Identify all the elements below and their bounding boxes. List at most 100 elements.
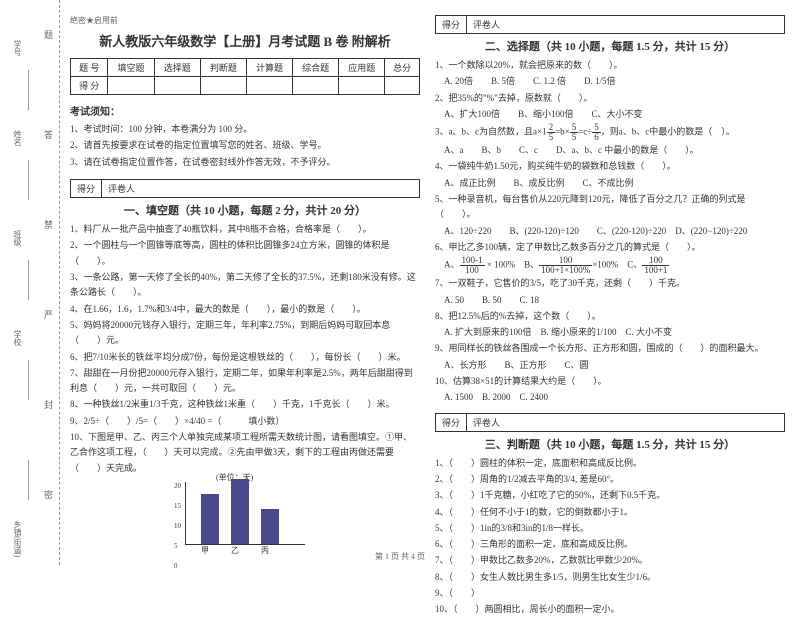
binding-field: 姓名 <box>12 130 23 146</box>
question-item: 7、（ ）甲数比乙数多20%，乙数就比甲数少20%。 <box>435 553 785 568</box>
score-cell <box>154 77 200 95</box>
section-title: 二、选择题（共 10 小题，每题 1.5 分，共计 15 分） <box>435 38 785 54</box>
question-item: A. 1500 B. 2000 C. 2400 <box>435 390 785 405</box>
question-item: 1、（ ）圆柱的体积一定，底面积和高成反比例。 <box>435 456 785 471</box>
ytick: 15 <box>174 502 181 510</box>
questions-block: 1、（ ）圆柱的体积一定，底面积和高成反比例。 2、（ ）周角的1/2减去平角的… <box>435 456 785 619</box>
question-item: 8、（ ）女生人数比男生多1/5，则男生比女生少1/6。 <box>435 570 785 585</box>
table-row: 得 分 <box>71 77 420 95</box>
score-cell <box>108 77 154 95</box>
question-item: A、长方形 B、正方形 C、圆 <box>435 358 785 373</box>
question-item: 10、（ ）两圆相比，周长小的面积一定小。 <box>435 602 785 617</box>
question-item: 6、甲比乙多100辆，定了甲数比乙数多百分之几的算式是（ ）。 <box>435 240 785 255</box>
header-cell: 应用题 <box>339 59 385 77</box>
notice-item: 3、请在试卷指定位置作答，在试卷密封线外作答无效，不予评分。 <box>70 155 420 169</box>
score-label: 得分 <box>436 414 467 431</box>
binding-line <box>28 460 29 500</box>
binding-field: 班级 <box>12 230 23 246</box>
question-item: 5、（ ）1in的3/8和3in的1/8一样长。 <box>435 521 785 536</box>
question-item: 2、把35%的"%"去掉，原数就（ ）。 <box>435 91 785 106</box>
question-item: 8、把12.5%后的%去掉，这个数（ ）。 <box>435 309 785 324</box>
binding-char: 严 <box>42 310 55 319</box>
bar-label: 丙 <box>261 545 269 556</box>
question-item: 4、一袋纯牛奶1.50元，购买纯牛奶的袋数和总钱数（ ）。 <box>435 159 785 174</box>
bar-label: 乙 <box>231 545 239 556</box>
secret-mark: 绝密★启用前 <box>70 15 420 26</box>
question-item: A、120÷220 B、(220-120)÷120 C、(220-120)÷22… <box>435 224 785 239</box>
section-header: 得分 评卷人 <box>70 179 420 198</box>
header-cell: 填空题 <box>108 59 154 77</box>
binding-field: 学校 <box>12 330 23 346</box>
section-header: 得分 评卷人 <box>435 413 785 432</box>
score-table: 题 号 填空题 选择题 判断题 计算题 综合题 应用题 总分 得 分 <box>70 58 420 95</box>
ytick: 20 <box>174 482 181 490</box>
ytick: 10 <box>174 522 181 530</box>
question-item: A. 20倍 B. 5倍 C. 1.2 倍 D. 1/5倍 <box>435 74 785 89</box>
question-item: 5、一种录音机，每台售价从220元降到120元，降低了百分之几？正确的列式是（ … <box>435 192 785 223</box>
questions-block: 1、料厂从一批产品中抽查了40瓶饮料，其中8瓶不合格，合格率是（ ）。 2、一个… <box>70 222 420 477</box>
binding-line <box>28 260 29 300</box>
score-cell <box>200 77 246 95</box>
section-title: 三、判断题（共 10 小题，每题 1.5 分，共计 15 分） <box>435 436 785 452</box>
score-cell <box>293 77 339 95</box>
binding-margin: 题 答 禁 严 封 密 学号 姓名 班级 学校 乡镇(街道) <box>0 0 60 565</box>
bar: 甲 <box>201 494 219 544</box>
question-item: A. 50 B. 50 C. 18 <box>435 293 785 308</box>
notice-item: 2、请首先按要求在试卷的指定位置填写您的姓名、班级、学号。 <box>70 138 420 152</box>
header-cell: 总分 <box>385 59 420 77</box>
ytick: 0 <box>174 562 178 570</box>
header-cell: 选择题 <box>154 59 200 77</box>
binding-field: 学号 <box>12 40 23 56</box>
exam-title: 新人教版六年级数学【上册】月考试题 B 卷 附解析 <box>70 31 420 50</box>
score-label: 得分 <box>71 180 102 197</box>
question-item: A、扩大100倍 B、缩小100倍 C、大小不变 <box>435 107 785 122</box>
binding-field: 乡镇(街道) <box>12 520 23 557</box>
main-content: 绝密★启用前 新人教版六年级数学【上册】月考试题 B 卷 附解析 题 号 填空题… <box>70 15 785 550</box>
score-label: 得分 <box>436 16 467 33</box>
score-cell <box>246 77 292 95</box>
binding-char: 密 <box>42 490 55 499</box>
question-item: A、a B、b C、c D、a、b、c 中最小的数是（ ）。 <box>435 143 785 158</box>
header-cell: 计算题 <box>246 59 292 77</box>
ytick: 5 <box>174 542 178 550</box>
bar: 丙 <box>261 509 279 544</box>
question-item: 7、一双鞋子，它售价的3/5，吃了30千克，还剩（ ）千克。 <box>435 276 785 291</box>
binding-char: 禁 <box>42 220 55 229</box>
score-cell <box>385 77 420 95</box>
question-item: A、成正比例 B、成反比例 C、不成比例 <box>435 176 785 191</box>
question-item: 6、（ ）三角形的面积一定，底和高成反比例。 <box>435 537 785 552</box>
bar-label: 甲 <box>201 545 209 556</box>
question-item: 8、一种铁丝1/2米重1/3千克，这种铁丝1米重（ ）千克，1千克长（ ）米。 <box>70 397 420 412</box>
binding-char: 题 <box>42 30 55 39</box>
question-item: 3、（ ）1千克糖，小红吃了它的50%，还剩下0.5千克。 <box>435 488 785 503</box>
grader-label: 评卷人 <box>467 414 784 431</box>
question-item: 2、一个圆柱与一个圆锥等底等高，圆柱的体积比圆锥多24立方米，圆锥的体积是（ ）… <box>70 238 420 269</box>
question-item: 3、a、b、c为自然数，且a×125=b×55=c÷56，则a、b、c中最小的数… <box>435 123 785 142</box>
question-item: 1、一个数除以20%，就会把原来的数（ ）。 <box>435 58 785 73</box>
question-item: A、100-1100 × 100% B、100100+1×100%×100% C… <box>435 256 785 275</box>
page-footer: 第 1 页 共 4 页 <box>375 551 425 562</box>
table-row: 题 号 填空题 选择题 判断题 计算题 综合题 应用题 总分 <box>71 59 420 77</box>
grader-label: 评卷人 <box>467 16 784 33</box>
question-item: A. 扩大到原来的100倍 B. 缩小原来的1/100 C. 大小不变 <box>435 325 785 340</box>
binding-char: 答 <box>42 130 55 139</box>
question-item: 1、料厂从一批产品中抽查了40瓶饮料，其中8瓶不合格，合格率是（ ）。 <box>70 222 420 237</box>
question-item: 3、一条公路，第一天修了全长的40%，第二天修了全长的37.5%，还剩180米没… <box>70 270 420 301</box>
question-item: 5、妈妈将20000元钱存入银行，定期三年，年利率2.75%，到期后妈妈可取回本… <box>70 318 420 349</box>
question-item: 6、把7/10米长的铁丝平均分成7份，每份是这根铁丝的（ ），每份长（ ）米。 <box>70 350 420 365</box>
notice-block: 1、考试时间：100 分钟，本卷满分为 100 分。 2、请首先按要求在试卷的指… <box>70 122 420 171</box>
section-title: 一、填空题（共 10 小题，每题 2 分，共计 20 分） <box>70 202 420 218</box>
header-cell: 综合题 <box>293 59 339 77</box>
grader-label: 评卷人 <box>102 180 419 197</box>
binding-line <box>28 360 29 400</box>
score-cell: 得 分 <box>71 77 108 95</box>
question-item: 7、甜甜在一月份把20000元存入银行，定期二年，如果年利率是2.5%，两年后甜… <box>70 366 420 397</box>
left-column: 绝密★启用前 新人教版六年级数学【上册】月考试题 B 卷 附解析 题 号 填空题… <box>70 15 420 550</box>
question-item: 9、（ ） <box>435 586 785 601</box>
question-item: 9、用同样长的铁丝各围成一个长方形、正方形和圆，围成的（ ）的面积最大。 <box>435 341 785 356</box>
question-item: 9、2/5÷（ ）/5=（ ）×4/40 =（ 填小数） <box>70 414 420 429</box>
question-item: 4、（ ）任何不小于1的数，它的倒数都小于1。 <box>435 505 785 520</box>
header-cell: 题 号 <box>71 59 108 77</box>
question-item: 4、在1.66，1.6，1.7%和3/4中，最大的数是（ ），最小的数是（ ）。 <box>70 302 420 317</box>
score-cell <box>339 77 385 95</box>
